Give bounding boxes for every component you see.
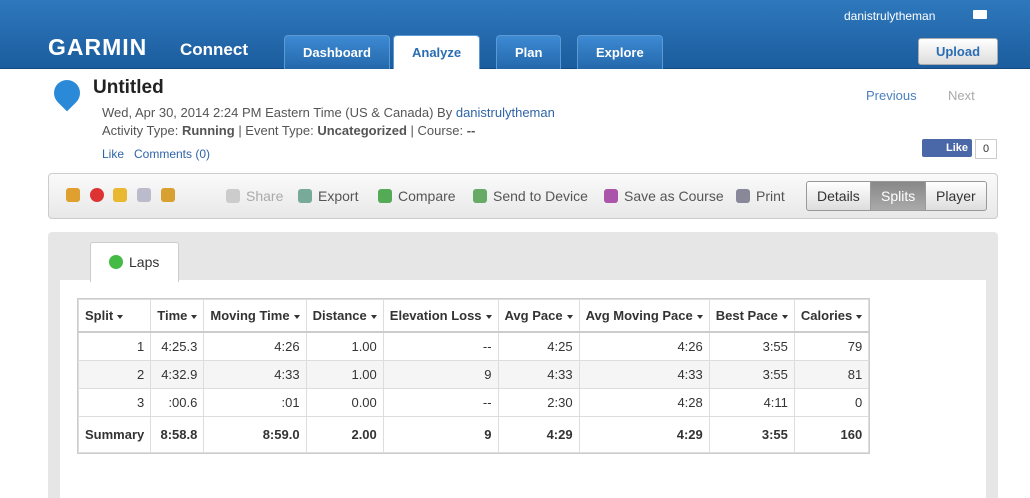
view-button[interactable]: Player xyxy=(925,181,987,211)
laps-tab[interactable]: Laps xyxy=(90,242,179,282)
cell: 81 xyxy=(793,360,870,389)
nav-tab[interactable]: Dashboard xyxy=(284,35,390,69)
logo-sub[interactable]: Connect xyxy=(180,40,248,59)
label: Laps xyxy=(129,254,160,270)
activity-date: Wed, Apr 30, 2014 2:24 PM Eastern Time (… xyxy=(102,105,555,120)
header-row: Split Time Moving Time Distance Elevation Lo… xyxy=(77,299,870,333)
cell: 8:58.8 xyxy=(150,416,205,453)
logo[interactable]: GARMIN xyxy=(48,34,148,60)
mail-icon[interactable] xyxy=(973,10,987,19)
username[interactable]: danistrulytheman xyxy=(844,9,936,23)
nav-tab[interactable]: Plan xyxy=(496,35,562,69)
value: -- xyxy=(466,123,476,138)
column-header[interactable]: Calories xyxy=(793,299,870,333)
cell: 2:30 xyxy=(497,388,580,417)
toolbar-icons xyxy=(66,188,181,203)
cell: 160 xyxy=(793,416,870,453)
column-header[interactable]: Avg Moving Pace xyxy=(578,299,710,333)
cell: 2.00 xyxy=(305,416,384,453)
column-header[interactable]: Distance xyxy=(305,299,384,333)
cell: :01 xyxy=(203,388,307,417)
cell: 4:33 xyxy=(203,360,307,389)
value: Running xyxy=(181,123,235,138)
cell: 4:32.9 xyxy=(150,360,205,389)
cell: 4:11 xyxy=(708,388,795,417)
column-header[interactable]: Best Pace xyxy=(708,299,795,333)
label: Send to Device xyxy=(493,188,588,204)
like-count: 0 xyxy=(975,139,997,159)
cell: 0.00 xyxy=(305,388,384,417)
cell: 3 xyxy=(77,388,152,417)
cell: 4:25 xyxy=(497,331,580,361)
like-link[interactable]: Like xyxy=(102,147,125,161)
label: | Event Type: xyxy=(238,123,314,138)
previous-link[interactable]: Previous xyxy=(866,88,917,103)
label: Export xyxy=(318,188,359,204)
label: Print xyxy=(756,188,785,204)
cell: Summary xyxy=(77,416,152,453)
print-action[interactable]: Print xyxy=(736,188,785,204)
laps-table: Split Time Moving Time Distance Elevation Lo… xyxy=(77,299,870,453)
cell: 4:26 xyxy=(578,331,710,361)
lap-row: 2 4:32.9 4:33 1.00 9 4:33 4:33 3:55 81 xyxy=(77,360,870,389)
cell: 0 xyxy=(793,388,870,417)
cell: 1 xyxy=(77,331,152,361)
send-action[interactable]: Send to Device xyxy=(473,188,588,204)
cell: 4:28 xyxy=(578,388,710,417)
author-link[interactable]: danistrulytheman xyxy=(455,105,555,120)
export-action[interactable]: Export xyxy=(298,188,358,204)
nav-tab[interactable]: Analyze xyxy=(393,35,481,69)
label: Share xyxy=(246,188,284,204)
cell: 8:59.0 xyxy=(203,416,307,453)
view-button[interactable]: Details xyxy=(806,181,871,211)
cell: 2 xyxy=(77,360,152,389)
cell: 4:29 xyxy=(497,416,580,453)
cell: 3:55 xyxy=(708,360,795,389)
cell: 4:33 xyxy=(578,360,710,389)
column-header[interactable]: Time xyxy=(150,299,205,333)
column-header[interactable]: Moving Time xyxy=(203,299,307,333)
compare-action[interactable]: Compare xyxy=(378,188,456,204)
column-header[interactable]: Elevation Loss xyxy=(382,299,499,333)
label: | Course: xyxy=(410,123,464,138)
lap-row: 3:00.6:01 0.00 -- 2:30 4:28 4:11 0 xyxy=(77,388,870,417)
lap-row: 1 4:25.3 4:26 1.00 -- 4:25 4:26 3:55 79 xyxy=(77,331,870,361)
activity-title: Untitled xyxy=(93,77,164,98)
summary-row: Summary 8:58.8 8:59.0 2.00 9 4:29 4:29 3:55 160 xyxy=(77,416,870,453)
share-action[interactable]: Share xyxy=(226,188,283,204)
cell: 79 xyxy=(793,331,870,361)
date: Wed, Apr 30, 2014 2:24 PM Eastern Time (… xyxy=(102,105,453,120)
cell: 4:29 xyxy=(578,416,710,453)
value: Uncategorized xyxy=(317,123,407,138)
cell: 1.00 xyxy=(305,331,384,361)
cell: :00.6 xyxy=(150,388,205,417)
fb-like-button[interactable]: Like xyxy=(922,139,972,157)
cell: 3:55 xyxy=(708,331,795,361)
nav-tab[interactable]: Explore xyxy=(577,35,663,69)
column-header[interactable]: Split xyxy=(77,299,152,333)
upload-button[interactable]: Upload xyxy=(918,38,998,65)
next-link[interactable]: Next xyxy=(948,88,975,103)
save-course-action[interactable]: Save as Course xyxy=(604,188,724,204)
comments-link[interactable]: Comments (0) xyxy=(134,147,211,161)
cell: -- xyxy=(382,331,499,361)
cell: 1.00 xyxy=(305,360,384,389)
table-container: Split Time Moving Time Distance Elevation Lo… xyxy=(77,298,871,454)
activity-icon xyxy=(48,74,86,112)
cell: 9 xyxy=(382,416,499,453)
label: Compare xyxy=(398,188,456,204)
cell: 4:25.3 xyxy=(150,331,205,361)
activity-meta: Activity Type: Running | Event Type: Unc… xyxy=(102,123,475,138)
cell: 4:26 xyxy=(203,331,307,361)
cell: -- xyxy=(382,388,499,417)
cell: 9 xyxy=(382,360,499,389)
column-header[interactable]: Avg Pace xyxy=(497,299,580,333)
cell: 4:33 xyxy=(497,360,580,389)
label: Activity Type: xyxy=(102,123,179,138)
cell: 3:55 xyxy=(708,416,795,453)
label: Save as Course xyxy=(624,188,724,204)
view-button[interactable]: Splits xyxy=(870,181,927,211)
